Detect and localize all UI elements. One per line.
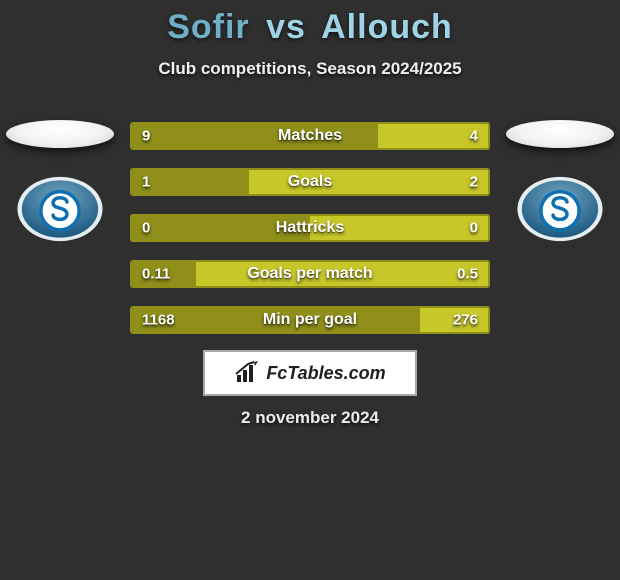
bar-chart-icon	[234, 361, 262, 385]
stat-value-left: 0	[142, 220, 150, 237]
club-badge-icon	[16, 176, 104, 242]
player1-club-badge	[16, 176, 104, 242]
stat-bar: 12Goals	[130, 168, 490, 196]
stat-value-right: 276	[453, 312, 478, 329]
stat-bar: 94Matches	[130, 122, 490, 150]
page-title: Sofir vs Allouch	[0, 0, 620, 47]
stat-bar-right-segment	[310, 216, 488, 240]
right-side	[500, 120, 620, 242]
title-vs: vs	[266, 8, 306, 46]
stat-bar-left-segment	[132, 216, 310, 240]
left-side	[0, 120, 120, 242]
stat-value-left: 0.11	[142, 266, 170, 283]
stat-bar: 00Hattricks	[130, 214, 490, 242]
stat-value-right: 0.5	[457, 266, 478, 283]
stat-bar: 1168276Min per goal	[130, 306, 490, 334]
player2-avatar-placeholder	[506, 120, 614, 148]
title-player1: Sofir	[167, 8, 249, 46]
stat-value-left: 1168	[142, 312, 175, 329]
club-badge-icon	[516, 176, 604, 242]
footer-date: 2 november 2024	[0, 408, 620, 428]
fctables-logo[interactable]: FcTables.com	[203, 350, 417, 396]
stat-bar: 0.110.5Goals per match	[130, 260, 490, 288]
logo-text: FcTables.com	[266, 363, 385, 384]
subtitle: Club competitions, Season 2024/2025	[0, 59, 620, 79]
stat-bar-right-segment	[196, 262, 488, 286]
stat-bar-left-segment	[132, 308, 420, 332]
stat-value-left: 9	[142, 128, 150, 145]
stat-value-right: 2	[470, 174, 478, 191]
player1-avatar-placeholder	[6, 120, 114, 148]
stat-bar-left-segment	[132, 124, 378, 148]
stat-value-right: 0	[470, 220, 478, 237]
title-player2: Allouch	[321, 8, 453, 46]
stat-value-right: 4	[470, 128, 478, 145]
stat-bar-right-segment	[249, 170, 488, 194]
stat-bars: 94Matches12Goals00Hattricks0.110.5Goals …	[130, 122, 490, 334]
widget-root: Sofir vs Allouch Club competitions, Seas…	[0, 0, 620, 580]
player2-club-badge	[516, 176, 604, 242]
stat-value-left: 1	[142, 174, 150, 191]
